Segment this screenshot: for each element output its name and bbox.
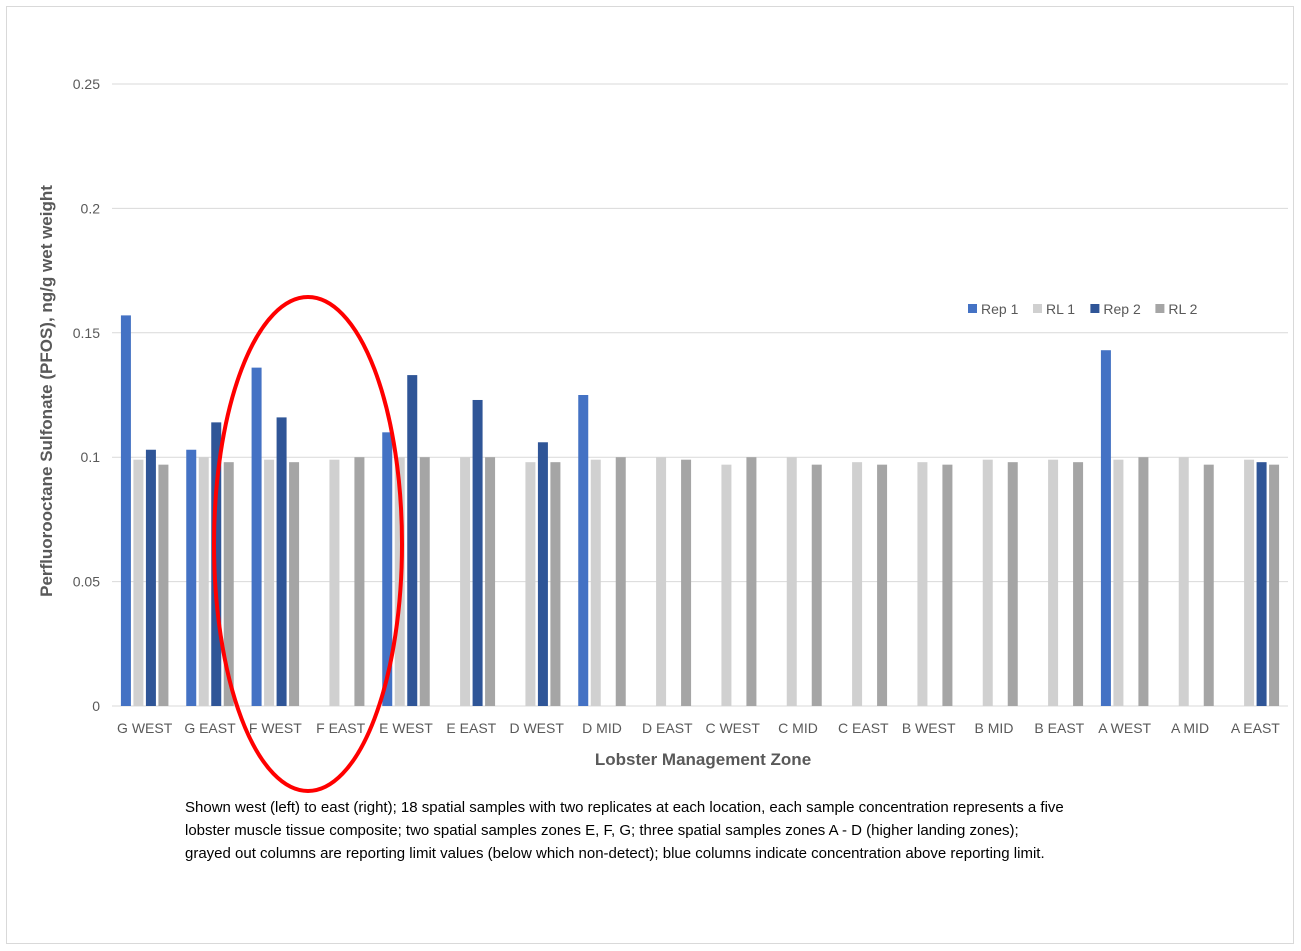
y-tick-label: 0 bbox=[92, 698, 100, 714]
pfos-bar-chart: 0 0.05 0.1 0.15 0.2 0.25 G WEST G EAST F WEST F … bbox=[37, 76, 1288, 793]
bar-rep-2 bbox=[407, 375, 418, 706]
x-tick-label: C MID bbox=[778, 720, 818, 736]
x-tick-label: B MID bbox=[975, 720, 1014, 736]
bar-rl-2 bbox=[681, 459, 692, 706]
y-tick-label: 0.05 bbox=[73, 574, 100, 590]
bars bbox=[120, 315, 1280, 706]
x-tick-label: F WEST bbox=[249, 720, 302, 736]
x-tick-label: A WEST bbox=[1098, 720, 1151, 736]
y-tick-labels: 0 0.05 0.1 0.15 0.2 0.25 bbox=[73, 76, 100, 714]
bar-rl-1 bbox=[1178, 457, 1189, 706]
x-tick-label: D EAST bbox=[642, 720, 693, 736]
bar-rl-2 bbox=[1138, 457, 1149, 706]
gridlines bbox=[112, 83, 1288, 707]
x-tick-label: E WEST bbox=[379, 720, 433, 736]
bar-rep-1 bbox=[120, 315, 131, 706]
x-tick-label: B EAST bbox=[1034, 720, 1084, 736]
x-tick-label: A EAST bbox=[1231, 720, 1280, 736]
y-tick-label: 0.25 bbox=[73, 76, 100, 92]
bar-rep-1 bbox=[578, 395, 589, 706]
bar-rl-1 bbox=[852, 462, 863, 706]
bar-rl-2 bbox=[550, 462, 561, 706]
x-tick-labels: G WEST G EAST F WEST F EAST E WEST E EAST D WE… bbox=[117, 720, 1280, 736]
chart-caption: Shown west (left) to east (right); 18 sp… bbox=[185, 799, 1064, 862]
bar-rep-1 bbox=[1100, 350, 1111, 706]
bar-rl-1 bbox=[982, 459, 993, 706]
bar-rl-1 bbox=[786, 457, 797, 706]
x-axis-title: Lobster Management Zone bbox=[595, 750, 811, 769]
bar-rl-1 bbox=[1113, 459, 1124, 706]
legend-label: RL 2 bbox=[1168, 301, 1197, 317]
bar-rl-1 bbox=[264, 459, 275, 706]
highlight-ellipse bbox=[212, 295, 404, 793]
bar-rl-2 bbox=[877, 464, 888, 706]
legend-label: Rep 2 bbox=[1103, 301, 1141, 317]
bar-rep-2 bbox=[276, 417, 287, 706]
bar-rl-2 bbox=[746, 457, 757, 706]
bar-rl-2 bbox=[942, 464, 953, 706]
bar-rl-1 bbox=[590, 459, 601, 706]
bar-rep-1 bbox=[382, 432, 393, 706]
bar-rl-2 bbox=[485, 457, 496, 706]
bar-rl-2 bbox=[1073, 462, 1084, 706]
bar-rep-2 bbox=[145, 449, 156, 706]
bar-rl-1 bbox=[1048, 459, 1059, 706]
x-tick-label: B WEST bbox=[902, 720, 956, 736]
x-tick-label: G WEST bbox=[117, 720, 173, 736]
bar-rep-2 bbox=[537, 442, 548, 706]
x-tick-label: D MID bbox=[582, 720, 622, 736]
x-tick-label: C WEST bbox=[705, 720, 760, 736]
bar-rl-1 bbox=[329, 459, 340, 706]
bar-rl-1 bbox=[133, 459, 144, 706]
chart-frame: 0 0.05 0.1 0.15 0.2 0.25 G WEST G EAST F WEST F … bbox=[6, 6, 1294, 944]
bar-rl-2 bbox=[1007, 462, 1018, 706]
bar-rep-2 bbox=[1256, 462, 1267, 706]
bar-rl-2 bbox=[289, 462, 300, 706]
bar-rep-1 bbox=[186, 449, 197, 706]
bar-rl-2 bbox=[223, 462, 234, 706]
legend-swatch bbox=[1090, 304, 1100, 313]
x-tick-label: E EAST bbox=[446, 720, 496, 736]
legend-label: RL 1 bbox=[1046, 301, 1075, 317]
bar-rl-2 bbox=[419, 457, 430, 706]
bar-rl-2 bbox=[158, 464, 169, 706]
bar-rep-2 bbox=[472, 399, 483, 706]
bar-rl-2 bbox=[1269, 464, 1280, 706]
bar-rl-2 bbox=[354, 457, 365, 706]
bar-rl-1 bbox=[460, 457, 471, 706]
legend-swatch bbox=[1033, 304, 1042, 313]
legend-swatch bbox=[968, 304, 977, 313]
bar-rl-1 bbox=[1244, 459, 1255, 706]
y-axis-title: Perfluorooctane Sulfonate (PFOS), ng/g w… bbox=[37, 185, 56, 597]
y-tick-label: 0.2 bbox=[81, 200, 101, 216]
bar-rl-1 bbox=[656, 457, 667, 706]
x-tick-label: A MID bbox=[1171, 720, 1209, 736]
bar-rl-1 bbox=[721, 464, 732, 706]
bar-rl-1 bbox=[525, 462, 536, 706]
bar-rl-2 bbox=[811, 464, 822, 706]
x-tick-label: F EAST bbox=[316, 720, 365, 736]
x-tick-label: C EAST bbox=[838, 720, 889, 736]
bar-rl-1 bbox=[198, 457, 209, 706]
legend-swatch bbox=[1155, 304, 1165, 313]
x-tick-label: D WEST bbox=[509, 720, 564, 736]
bar-rl-2 bbox=[1203, 464, 1214, 706]
y-tick-label: 0.1 bbox=[81, 449, 101, 465]
legend-label: Rep 1 bbox=[981, 301, 1019, 317]
legend: Rep 1 RL 1 Rep 2 RL 2 bbox=[968, 301, 1198, 317]
bar-rl-2 bbox=[615, 457, 626, 706]
y-tick-label: 0.15 bbox=[73, 325, 100, 341]
x-tick-label: G EAST bbox=[184, 720, 236, 736]
bar-rl-1 bbox=[917, 462, 928, 706]
bar-rep-1 bbox=[251, 367, 262, 706]
